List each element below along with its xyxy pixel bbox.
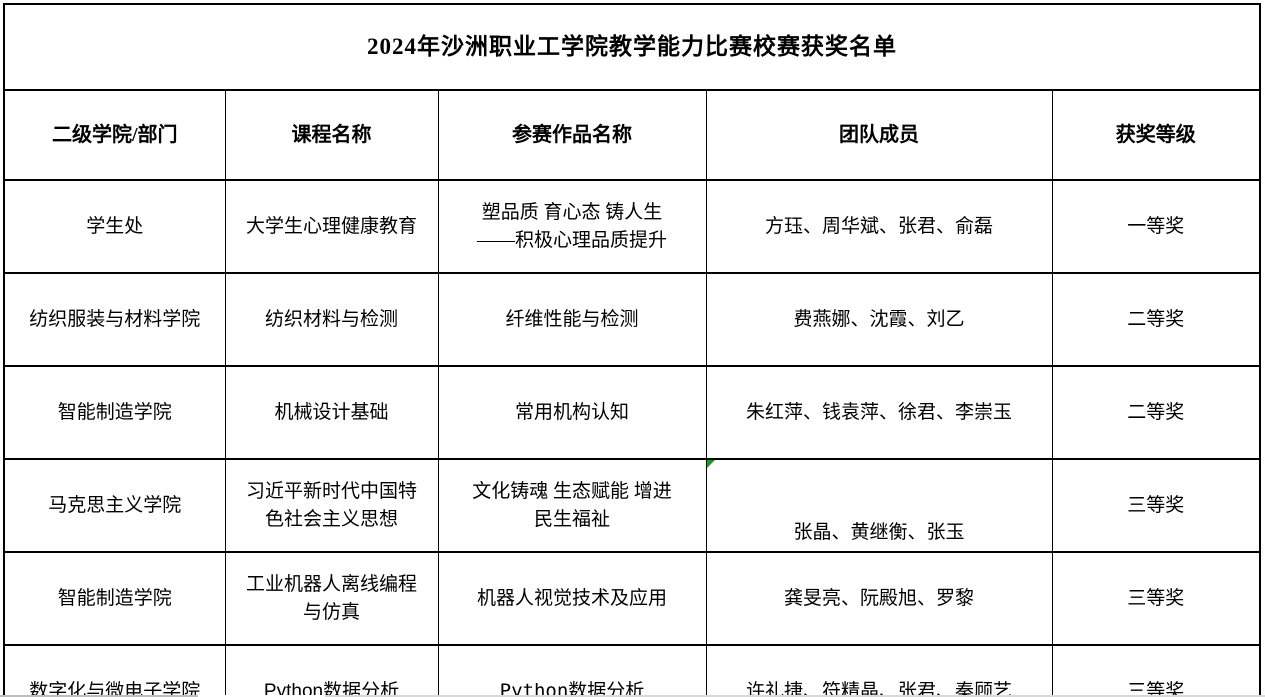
cell-course[interactable]: Python数据分析 xyxy=(224,644,439,697)
clipped-next-row-strip xyxy=(0,695,1265,697)
cell-dept[interactable]: 智能制造学院 xyxy=(3,551,226,646)
table-row: 马克思主义学院 习近平新时代中国特 色社会主义思想 文化铸魂 生态赋能 增进 民… xyxy=(3,458,1261,553)
cell-award[interactable]: 一等奖 xyxy=(1051,179,1261,274)
cell-team[interactable]: 龚旻亮、阮殿旭、罗黎 xyxy=(705,551,1053,646)
cell-course[interactable]: 机械设计基础 xyxy=(224,365,439,460)
title-row: 2024年沙洲职业工学院教学能力比赛校赛获奖名单 xyxy=(3,3,1261,91)
header-row: 二级学院/部门 课程名称 参赛作品名称 团队成员 获奖等级 xyxy=(3,89,1261,181)
cell-work[interactable]: Python数据分析 xyxy=(437,644,707,697)
cell-award[interactable]: 三等奖 xyxy=(1051,551,1261,646)
column-header-award[interactable]: 获奖等级 xyxy=(1051,89,1261,181)
cell-team[interactable]: 许礼捷、符精晶、张君、秦顾艺 xyxy=(705,644,1053,697)
cell-work[interactable]: 纤维性能与检测 xyxy=(437,272,707,367)
cell-dept[interactable]: 纺织服装与材料学院 xyxy=(3,272,226,367)
column-header-dept[interactable]: 二级学院/部门 xyxy=(3,89,226,181)
spreadsheet-view: 2024年沙洲职业工学院教学能力比赛校赛获奖名单 二级学院/部门 课程名称 参赛… xyxy=(0,3,1265,697)
cell-award[interactable]: 三等奖 xyxy=(1051,644,1261,697)
awards-table: 2024年沙洲职业工学院教学能力比赛校赛获奖名单 二级学院/部门 课程名称 参赛… xyxy=(3,3,1262,697)
cell-work[interactable]: 常用机构认知 xyxy=(437,365,707,460)
cell-team[interactable]: 方珏、周华斌、张君、俞磊 xyxy=(705,179,1053,274)
cell-dept[interactable]: 学生处 xyxy=(3,179,226,274)
cell-work[interactable]: 机器人视觉技术及应用 xyxy=(437,551,707,646)
cell-work[interactable]: 文化铸魂 生态赋能 增进 民生福祉 xyxy=(437,458,707,553)
table-row: 学生处 大学生心理健康教育 塑品质 育心态 铸人生 ——积极心理品质提升 方珏、… xyxy=(3,179,1261,274)
cell-course[interactable]: 习近平新时代中国特 色社会主义思想 xyxy=(224,458,439,553)
cell-team[interactable]: 朱红萍、钱袁萍、徐君、李崇玉 xyxy=(705,365,1053,460)
table-row: 智能制造学院 工业机器人离线编程 与仿真 机器人视觉技术及应用 龚旻亮、阮殿旭、… xyxy=(3,551,1261,646)
table-row: 智能制造学院 机械设计基础 常用机构认知 朱红萍、钱袁萍、徐君、李崇玉 二等奖 xyxy=(3,365,1261,460)
cell-course[interactable]: 纺织材料与检测 xyxy=(224,272,439,367)
cell-course[interactable]: 工业机器人离线编程 与仿真 xyxy=(224,551,439,646)
error-indicator-icon xyxy=(707,461,715,468)
cell-work[interactable]: 塑品质 育心态 铸人生 ——积极心理品质提升 xyxy=(437,179,707,274)
column-header-course[interactable]: 课程名称 xyxy=(224,89,439,181)
cell-award[interactable]: 二等奖 xyxy=(1051,365,1261,460)
clipped-cell-white xyxy=(198,695,325,697)
cell-dept[interactable]: 数字化与微电子学院 xyxy=(3,644,226,697)
table-row: 纺织服装与材料学院 纺织材料与检测 纤维性能与检测 费燕娜、沈霞、刘乙 二等奖 xyxy=(3,272,1261,367)
cell-award[interactable]: 二等奖 xyxy=(1051,272,1261,367)
cell-team[interactable]: 费燕娜、沈霞、刘乙 xyxy=(705,272,1053,367)
cell-dept[interactable]: 马克思主义学院 xyxy=(3,458,226,553)
table-title[interactable]: 2024年沙洲职业工学院教学能力比赛校赛获奖名单 xyxy=(3,3,1261,91)
column-header-team[interactable]: 团队成员 xyxy=(705,89,1053,181)
clipped-cell-shade xyxy=(0,695,198,697)
cell-team-text: 张晶、黄继衡、张玉 xyxy=(793,522,965,544)
cell-team[interactable]: 张晶、黄继衡、张玉 xyxy=(705,458,1053,553)
column-header-work[interactable]: 参赛作品名称 xyxy=(437,89,707,181)
cell-dept[interactable]: 智能制造学院 xyxy=(3,365,226,460)
table-row: 数字化与微电子学院 Python数据分析 Python数据分析 许礼捷、符精晶、… xyxy=(3,644,1261,697)
cell-award[interactable]: 三等奖 xyxy=(1051,458,1261,553)
cell-course[interactable]: 大学生心理健康教育 xyxy=(224,179,439,274)
